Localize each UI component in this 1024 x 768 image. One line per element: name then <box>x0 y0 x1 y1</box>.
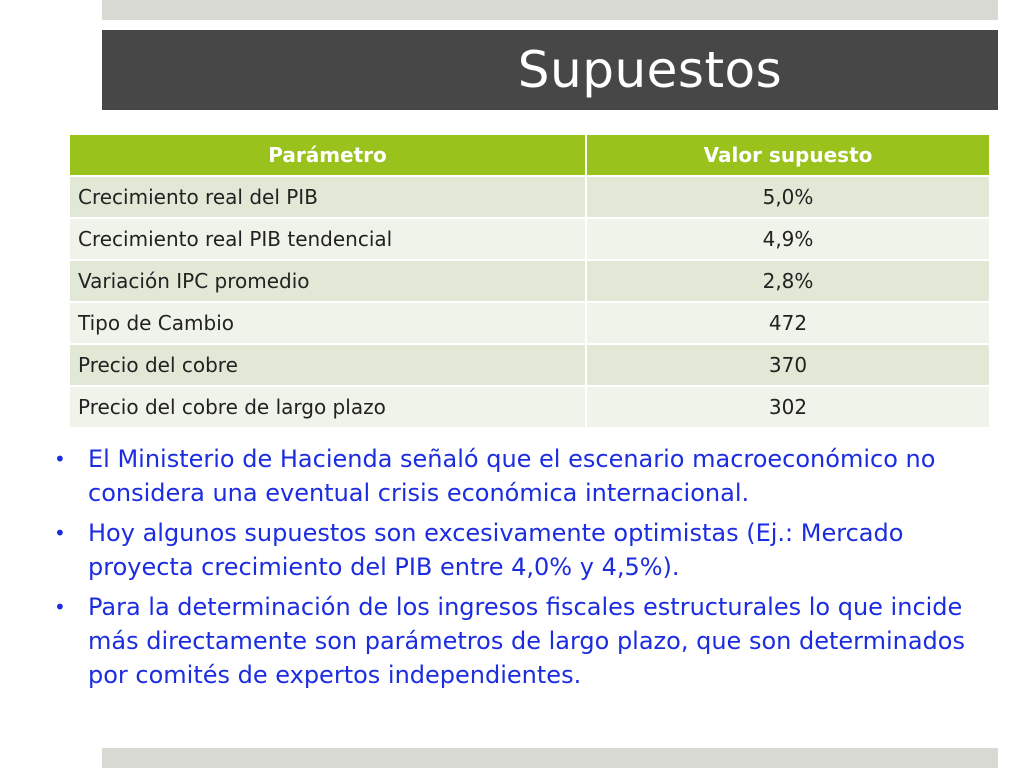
top-decor-strip <box>102 0 998 20</box>
cell-param: Tipo de Cambio <box>70 301 587 344</box>
bullet-dot-icon: • <box>54 447 66 471</box>
bullet-list: • El Ministerio de Hacienda señaló que e… <box>52 442 1002 698</box>
table-row: Crecimiento real PIB tendencial 4,9% <box>70 217 989 260</box>
bullet-item: • Para la determinación de los ingresos … <box>52 590 1002 692</box>
table-header-row: Parámetro Valor supuesto <box>70 135 989 176</box>
table-row: Tipo de Cambio 472 <box>70 301 989 344</box>
slide-title: Supuestos <box>517 41 783 99</box>
cell-value: 302 <box>586 385 989 427</box>
bullet-text: El Ministerio de Hacienda señaló que el … <box>88 445 936 507</box>
cell-value: 2,8% <box>586 259 989 302</box>
table-row: Precio del cobre de largo plazo 302 <box>70 385 989 427</box>
cell-param: Crecimiento real PIB tendencial <box>70 217 587 260</box>
assumptions-table: Parámetro Valor supuesto Crecimiento rea… <box>70 135 989 427</box>
cell-param: Precio del cobre <box>70 343 587 386</box>
cell-value: 472 <box>586 301 989 344</box>
bullet-item: • Hoy algunos supuestos son excesivament… <box>52 516 1002 584</box>
cell-value: 5,0% <box>586 175 989 218</box>
column-header-valor: Valor supuesto <box>586 135 989 176</box>
table-row: Precio del cobre 370 <box>70 343 989 386</box>
bottom-decor-strip <box>102 748 998 768</box>
bullet-dot-icon: • <box>54 595 66 619</box>
bullet-item: • El Ministerio de Hacienda señaló que e… <box>52 442 1002 510</box>
cell-param: Precio del cobre de largo plazo <box>70 385 587 427</box>
cell-param: Variación IPC promedio <box>70 259 587 302</box>
cell-value: 4,9% <box>586 217 989 260</box>
title-bar: Supuestos <box>102 30 998 110</box>
cell-param: Crecimiento real del PIB <box>70 175 587 218</box>
bullet-dot-icon: • <box>54 521 66 545</box>
table-row: Crecimiento real del PIB 5,0% <box>70 175 989 218</box>
cell-value: 370 <box>586 343 989 386</box>
column-header-parametro: Parámetro <box>70 135 587 176</box>
table-row: Variación IPC promedio 2,8% <box>70 259 989 302</box>
bullet-text: Hoy algunos supuestos son excesivamente … <box>88 519 904 581</box>
bullet-text: Para la determinación de los ingresos fi… <box>88 593 965 689</box>
